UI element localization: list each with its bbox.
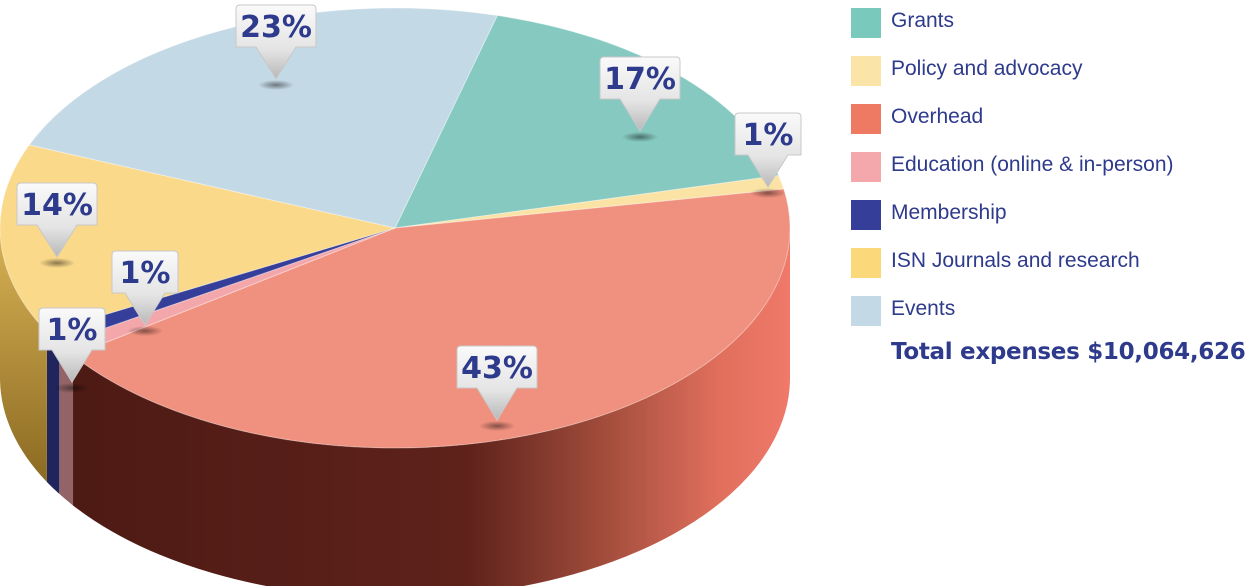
pie-chart-svg: 17% 1% 43% 1% 1% 14% 23% (0, 4, 802, 586)
slice-label: 1% (743, 118, 794, 153)
slice-callout: 1% (111, 250, 179, 336)
legend-swatch (851, 152, 881, 182)
slice-label: 1% (47, 313, 98, 348)
slice-label: 43% (461, 351, 533, 386)
slice-callout: 1% (734, 112, 802, 198)
legend-item: Membership (851, 198, 1249, 246)
legend-swatch (851, 296, 881, 326)
slice-callout: 17% (599, 56, 681, 142)
legend-swatch (851, 56, 881, 86)
legend-swatch (851, 8, 881, 38)
total-expenses-label: Total expenses $10,064,626 (891, 339, 1246, 365)
slice-callout: 14% (16, 182, 98, 268)
legend-label: Policy and advocacy (891, 57, 1083, 80)
slice-callout: 1% (38, 307, 106, 393)
slice-callout: 23% (235, 4, 317, 90)
pie-side-wall (73, 228, 790, 586)
legend-label: Overhead (891, 105, 984, 128)
slice-label: 1% (120, 256, 171, 291)
legend-swatch (851, 248, 881, 278)
slice-callout: 43% (456, 345, 538, 431)
pie-side-wall (0, 228, 47, 482)
legend-label: Grants (891, 9, 955, 32)
legend-label: Events (891, 297, 956, 320)
legend-item: Events (851, 294, 1249, 342)
legend-swatch (851, 104, 881, 134)
legend: Grants Policy and advocacy Overhead Educati… (851, 6, 1249, 342)
pie-chart: 17% 1% 43% 1% 1% 14% 23% (0, 4, 802, 586)
legend-item: Grants (851, 6, 1249, 54)
pie-slice (72, 188, 791, 449)
pie-side-wall (46, 331, 60, 494)
legend-item: Education (online & in-person) (851, 150, 1249, 198)
slice-label: 23% (240, 10, 312, 45)
pie-slice (28, 7, 498, 229)
legend-label: Membership (891, 201, 1007, 224)
slice-label: 17% (604, 62, 676, 97)
pie-slice (394, 174, 785, 229)
legend-item: Policy and advocacy (851, 54, 1249, 102)
legend-item: Overhead (851, 102, 1249, 150)
legend-label: ISN Journals and research (891, 249, 1140, 272)
pie-slice (0, 144, 397, 333)
slice-label: 14% (21, 188, 93, 223)
legend-item: ISN Journals and research (851, 246, 1249, 294)
legend-swatch (851, 200, 881, 230)
legend-label: Education (online & in-person) (891, 153, 1174, 176)
